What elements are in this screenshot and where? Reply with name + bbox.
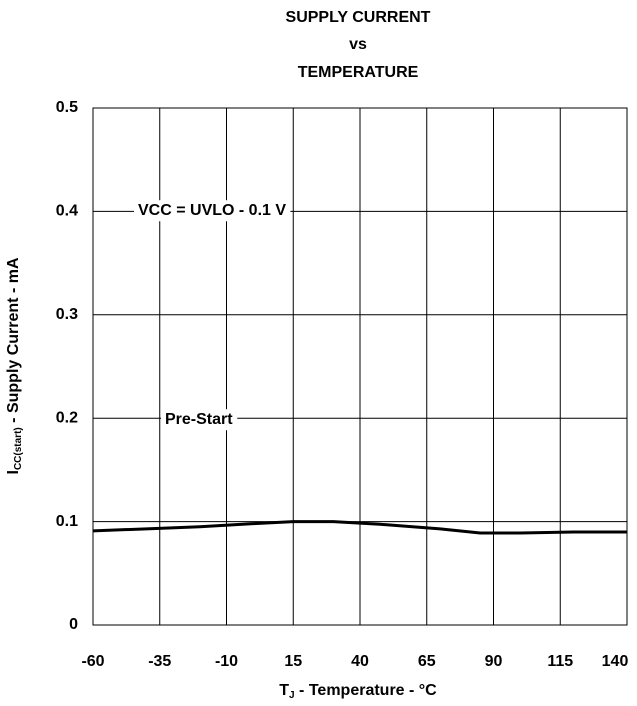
data-line <box>92 520 627 535</box>
x-label-sub: J <box>289 690 295 701</box>
annotation: VCC = UVLO - 0.1 V <box>138 202 286 219</box>
x-tick-label: -60 <box>81 653 104 670</box>
y-tick-label: 0.5 <box>56 99 78 116</box>
x-tick-label: 115 <box>547 653 573 670</box>
x-axis-label: TJ - Temperature - °C <box>279 682 437 700</box>
annotation-bg <box>134 200 291 222</box>
x-tick-label: -10 <box>215 653 238 670</box>
y-tick-label: 0.1 <box>56 513 78 530</box>
x-tick-label: 65 <box>418 653 436 670</box>
x-tick-label: 140 <box>602 653 629 670</box>
y-axis-label: ICC(start) - Supply Current - mA <box>5 257 23 474</box>
annotation: Pre-Start <box>165 411 233 428</box>
chart-title: SUPPLY CURRENT <box>286 9 431 26</box>
y-tick-label: 0.2 <box>56 409 78 426</box>
y-tick-label: 0 <box>69 616 78 633</box>
x-tick-label: 40 <box>351 653 369 670</box>
y-label-main: I <box>5 470 22 474</box>
y-label-sub: CC(start) <box>13 427 24 470</box>
y-label-rest: - Supply Current - mA <box>5 257 22 427</box>
x-tick-label: 90 <box>485 653 503 670</box>
x-label-main: T <box>279 682 289 699</box>
x-label-rest: - Temperature - °C <box>295 682 438 699</box>
chart-title: TEMPERATURE <box>298 64 419 81</box>
annotation-bg <box>161 409 238 431</box>
y-tick-label: 0.3 <box>56 306 78 323</box>
x-tick-label: 15 <box>284 653 302 670</box>
chart-title: vs <box>349 36 367 53</box>
x-tick-label: -35 <box>148 653 171 670</box>
y-tick-label: 0.4 <box>56 203 78 220</box>
